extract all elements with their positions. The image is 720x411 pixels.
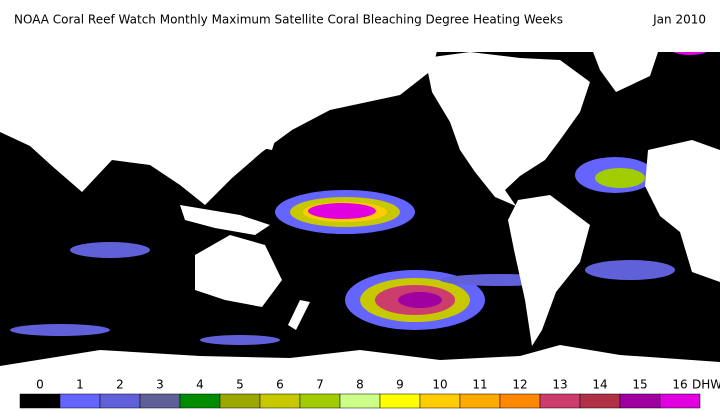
color-swatch	[219, 393, 261, 409]
level-label: 7	[316, 378, 324, 392]
color-swatch	[339, 393, 381, 409]
level-label: 16	[672, 378, 687, 392]
color-swatch	[259, 393, 301, 409]
level-label: 12	[512, 378, 527, 392]
color-swatch	[59, 393, 101, 409]
heat-patches	[0, 45, 708, 345]
color-swatch	[139, 393, 181, 409]
color-swatch	[579, 393, 621, 409]
level-label: 6	[276, 378, 284, 392]
color-swatch	[179, 393, 221, 409]
level-label: 1	[76, 378, 84, 392]
level-label: 14	[592, 378, 607, 392]
color-swatch	[419, 393, 461, 409]
level-label: 4	[196, 378, 204, 392]
level-label: 13	[552, 378, 567, 392]
unit-label: DHW	[692, 378, 720, 392]
level-label: 8	[356, 378, 364, 392]
level-label: 5	[236, 378, 244, 392]
level-label: 11	[472, 378, 487, 392]
level-label: 10	[432, 378, 447, 392]
color-swatch	[499, 393, 541, 409]
level-label: 15	[632, 378, 647, 392]
date: Jan 2010	[652, 13, 706, 27]
level-label: 0	[36, 378, 44, 392]
color-swatch	[299, 393, 341, 409]
color-swatch	[379, 393, 421, 409]
level-label: 3	[156, 378, 164, 392]
colorbar: 0 1 2 3 4 5 6 7 8 9 10 11 12 13 14 15 16 DHW	[19, 378, 720, 409]
level-label: 2	[116, 378, 124, 392]
title: NOAA Coral Reef Watch Monthly Maximum Sa…	[14, 13, 563, 27]
color-swatch	[99, 393, 141, 409]
color-swatch	[459, 393, 501, 409]
color-swatch	[539, 393, 581, 409]
color-swatch	[659, 393, 701, 409]
level-label: 9	[396, 378, 404, 392]
color-swatch	[19, 393, 61, 409]
color-swatch	[619, 393, 661, 409]
continents	[0, 40, 720, 372]
